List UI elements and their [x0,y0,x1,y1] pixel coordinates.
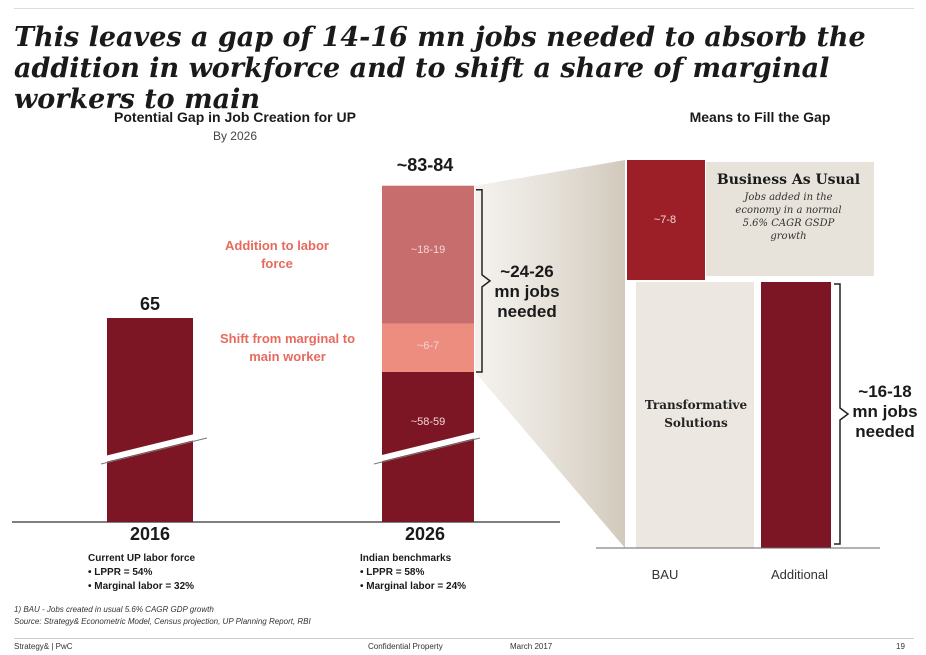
bau-callout: Business As Usual Jobs added in the econ… [706,172,871,243]
note-head-2016: Current UP labor force [88,553,196,564]
bar-2016-base [107,318,193,522]
source-note: Source: Strategy& Econometric Model, Cen… [14,617,311,626]
left-brace-line3: needed [497,302,557,321]
footer-date: March 2017 [510,642,553,651]
left-brace [476,188,492,373]
right-chart-title: Means to Fill the Gap [689,109,831,125]
category-label-2016: 2016 [129,524,171,544]
note-bullet: Marginal labor = 24% [360,581,530,592]
bau-value-label: ~7-8 [653,214,677,226]
bar-bau [627,160,705,280]
note-bullet: LPPR = 58% [360,567,530,578]
transformative-line1: Transformative [644,398,748,412]
category-label-additional: Additional [770,567,829,582]
transformative-label: Transformative Solutions [634,396,758,432]
left-brace-line2: mn jobs [494,282,560,301]
total-label-2026: ~83-84 [396,155,454,175]
right-brace-label: ~16-18 mn jobs needed [846,382,924,442]
bar-2026-addition [382,185,474,324]
segment-label-base: ~58-59 [410,416,446,428]
segment-label-shift: ~6-7 [416,340,440,352]
left-brace-label: ~24-26 mn jobs needed [486,262,568,322]
bar-additional [761,282,831,548]
bau-callout-title: Business As Usual [716,172,861,188]
axis-break-2016-edge [100,437,208,465]
bar-2026-shift [382,323,474,372]
category-note-2016: Current UP labor force LPPR = 54% Margin… [88,553,258,592]
slide-title: This leaves a gap of 14-16 mn jobs neede… [14,22,866,115]
title-rule [14,8,914,9]
segment-label-addition: ~18-19 [410,244,446,256]
bau-callout-desc: Jobs added in the economy in a normal 5.… [706,191,871,243]
right-brace-line2: mn jobs [852,402,918,421]
legend-label-addition: Addition to labor force [225,238,329,271]
footer-rule [14,638,914,639]
left-chart-subtitle: By 2026 [212,129,258,143]
category-label-bau: BAU [651,567,679,582]
note-bullets-2026: LPPR = 58% Marginal labor = 24% [360,567,530,592]
footer-left: Strategy& | PwC [14,642,73,651]
left-chart-title: Potential Gap in Job Creation for UP [114,109,356,125]
note-head-2026: Indian benchmarks [360,553,452,564]
right-brace-line1: ~16-18 [858,382,912,401]
transformative-line2: Solutions [664,416,728,430]
bau-desc-line: economy in a normal [735,205,842,216]
category-note-2026: Indian benchmarks LPPR = 58% Marginal la… [360,553,530,592]
note-bullets-2016: LPPR = 54% Marginal labor = 32% [88,567,258,592]
funnel-shape [475,160,625,548]
bau-desc-line: Jobs added in the [744,192,833,203]
bau-callout-box [706,162,874,276]
bau-desc-line: growth [770,231,807,242]
total-label-2016: 65 [139,294,161,314]
bau-desc-line: 5.6% CAGR GSDP [742,218,835,229]
axis-break-2016-gap [100,431,208,463]
left-brace-line1: ~24-26 [500,262,554,281]
legend-label-shift: Shift from marginal to main worker [219,331,356,364]
axis-break-2026-gap [373,431,481,463]
transformative-bg [636,282,754,548]
footnote: 1) BAU - Jobs created in usual 5.6% CAGR… [14,605,214,614]
category-label-2026: 2026 [404,524,446,544]
note-bullet: Marginal labor = 32% [88,581,258,592]
footer-page: 19 [896,642,905,651]
note-bullet: LPPR = 54% [88,567,258,578]
axis-break-2026-edge [373,437,481,465]
right-brace [834,283,850,545]
right-brace-line3: needed [855,422,915,441]
footer-center: Confidential Property [368,642,443,651]
